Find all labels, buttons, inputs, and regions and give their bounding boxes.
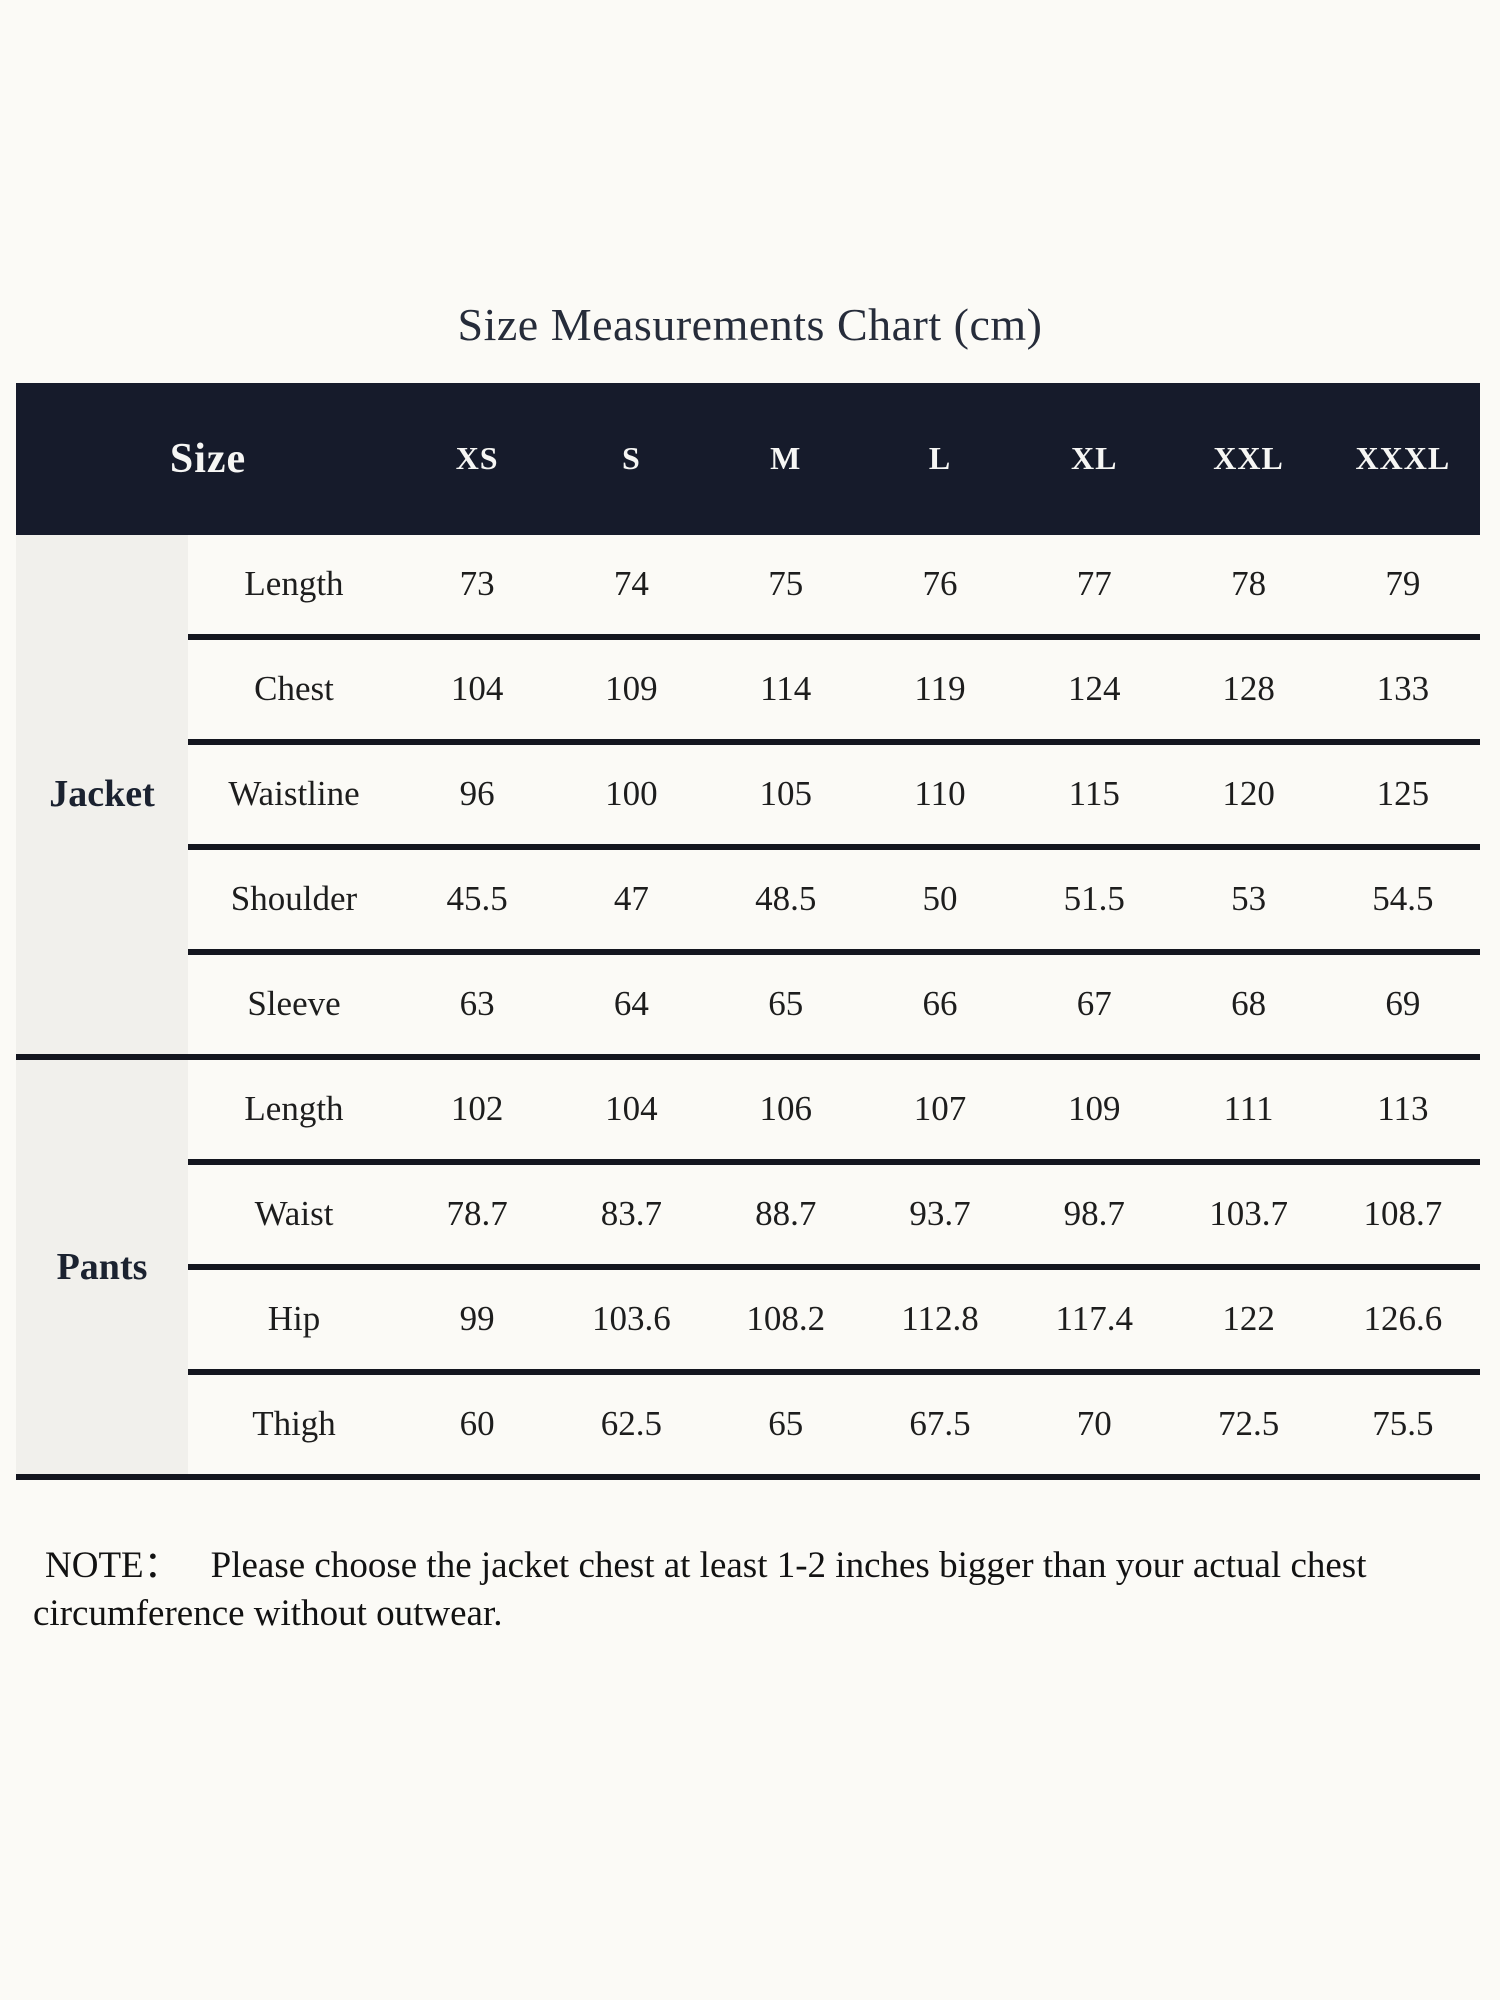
table-cell: 119: [862, 640, 1018, 745]
row-label: Hip: [188, 1270, 400, 1375]
row-label: Thigh: [188, 1375, 400, 1480]
header-col-xxl: XXL: [1213, 440, 1284, 476]
table-cell: 122: [1171, 1270, 1326, 1375]
table-cell: 51.5: [1017, 850, 1172, 955]
table-cell: 74: [554, 535, 709, 640]
table-cell: 69: [1325, 955, 1480, 1060]
note-text: Please choose the jacket chest at least …: [33, 1544, 1367, 1635]
table-cell: 120: [1171, 745, 1326, 850]
table-cell: 75.5: [1325, 1375, 1480, 1480]
table-header-row: Size XS S M L XL XXL XXXL: [16, 382, 1480, 535]
table-cell: 70: [1017, 1375, 1172, 1480]
table-cell: 109: [1017, 1060, 1172, 1165]
table-cell: 75: [708, 535, 863, 640]
table-cell: 117.4: [1017, 1270, 1172, 1375]
table-cell: 99: [400, 1270, 555, 1375]
table-cell: 63: [400, 955, 555, 1060]
table-cell: 65: [708, 1375, 863, 1480]
row-label: Waist: [188, 1165, 400, 1270]
table-cell: 124: [1017, 640, 1172, 745]
table-cell: 104: [400, 640, 555, 745]
table-cell: 107: [862, 1060, 1018, 1165]
table-cell: 62.5: [554, 1375, 709, 1480]
header-col-xl: XL: [1071, 440, 1118, 476]
table-cell: 76: [862, 535, 1018, 640]
note-label: NOTE：: [45, 1544, 181, 1586]
table-cell: 88.7: [708, 1165, 863, 1270]
table-cell: 102: [400, 1060, 555, 1165]
table-cell: 104: [554, 1060, 709, 1165]
table-cell: 106: [708, 1060, 863, 1165]
table-cell: 83.7: [554, 1165, 709, 1270]
group-label-pants: Pants: [16, 1059, 188, 1480]
table-cell: 47: [554, 850, 709, 955]
table-cell: 77: [1017, 535, 1172, 640]
row-label: Length: [188, 1060, 400, 1165]
table-cell: 60: [400, 1375, 555, 1480]
table-cell: 93.7: [862, 1165, 1018, 1270]
table-cell: 54.5: [1325, 850, 1480, 955]
table-cell: 126.6: [1325, 1270, 1480, 1375]
table-cell: 53: [1171, 850, 1326, 955]
header-col-l: L: [928, 440, 952, 476]
table-cell: 108.2: [708, 1270, 863, 1375]
table-cell: 67.5: [862, 1375, 1018, 1480]
row-label: Waistline: [188, 745, 400, 850]
table-cell: 108.7: [1325, 1165, 1480, 1270]
note-paragraph: NOTE： Please choose the jacket chest at l…: [0, 1542, 1492, 1640]
table-cell: 133: [1325, 640, 1480, 745]
table-cell: 45.5: [400, 850, 555, 955]
table-cell: 67: [1017, 955, 1172, 1060]
table-cell: 50: [862, 850, 1018, 955]
row-label: Shoulder: [188, 850, 400, 955]
table-cell: 78.7: [400, 1165, 555, 1270]
table-cell: 109: [554, 640, 709, 745]
table-cell: 68: [1171, 955, 1326, 1060]
table-cell: 128: [1171, 640, 1326, 745]
table-cell: 114: [708, 640, 863, 745]
table-cell: 113: [1325, 1060, 1480, 1165]
table-cell: 96: [400, 745, 555, 850]
table-cell: 103.6: [554, 1270, 709, 1375]
table-cell: 103.7: [1171, 1165, 1326, 1270]
row-label: Chest: [188, 640, 400, 745]
table-cell: 112.8: [862, 1270, 1018, 1375]
table-cell: 73: [400, 535, 555, 640]
table-cell: 64: [554, 955, 709, 1060]
table-cell: 48.5: [708, 850, 863, 955]
row-label: Sleeve: [188, 955, 400, 1060]
group-label-jacket: Jacket: [16, 534, 188, 1060]
header-size-label: Size: [169, 435, 247, 482]
row-label: Length: [188, 535, 400, 640]
page-title: Size Measurements Chart (cm): [457, 299, 1043, 350]
table-cell: 98.7: [1017, 1165, 1172, 1270]
table-cell: 65: [708, 955, 863, 1060]
table-cell: 100: [554, 745, 709, 850]
header-col-s: S: [622, 440, 641, 476]
table-cell: 78: [1171, 535, 1326, 640]
table-cell: 110: [862, 745, 1018, 850]
size-chart-table: Size XS S M L XL XXL XXXL Jacket Pants L…: [16, 382, 1480, 1480]
table-body: Jacket Pants Length 73 74 75 76 77 78 79…: [16, 534, 1480, 1480]
table-cell: 79: [1325, 535, 1480, 640]
header-col-xs: XS: [455, 440, 499, 476]
table-cell: 115: [1017, 745, 1172, 850]
table-cell: 72.5: [1171, 1375, 1326, 1480]
table-cell: 105: [708, 745, 863, 850]
table-cell: 111: [1171, 1060, 1326, 1165]
header-col-m: M: [770, 440, 802, 476]
table-cell: 125: [1325, 745, 1480, 850]
header-col-xxxl: XXXL: [1355, 440, 1451, 476]
table-cell: 66: [862, 955, 1018, 1060]
